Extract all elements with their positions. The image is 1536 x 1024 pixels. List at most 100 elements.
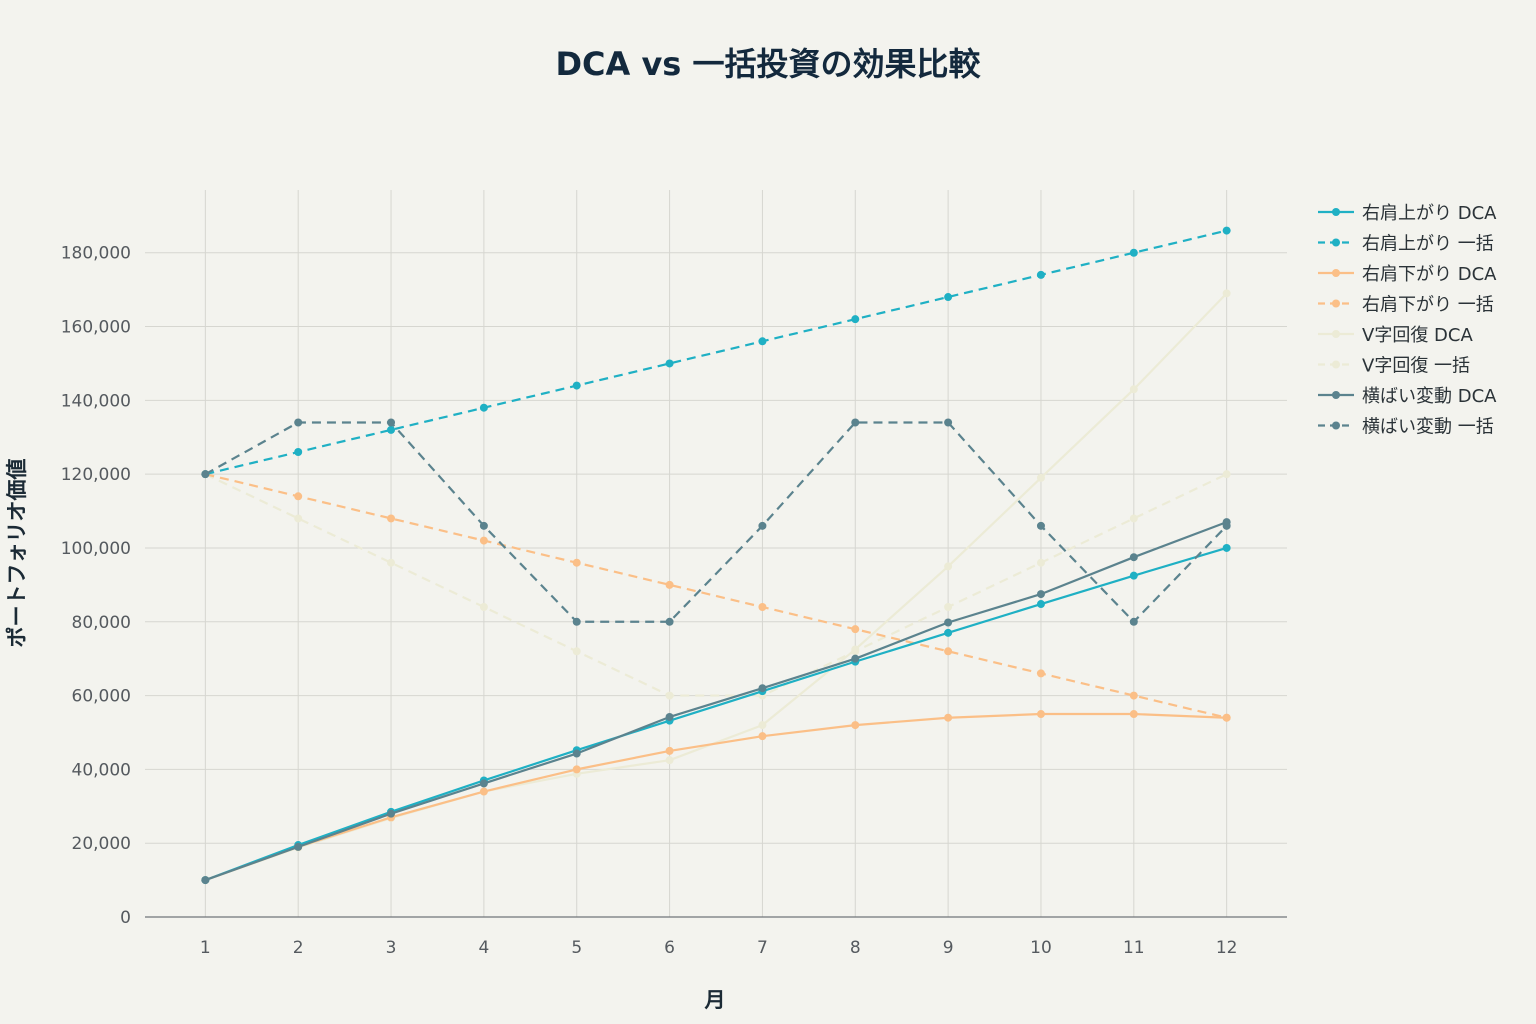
data-point [944, 628, 953, 637]
y-tick-label: 0 [120, 908, 131, 928]
data-point [851, 654, 860, 663]
data-point [1036, 270, 1045, 279]
data-point [944, 618, 953, 627]
data-point [1036, 558, 1045, 567]
data-point [1129, 385, 1138, 394]
data-point [758, 603, 767, 612]
legend-label: 右肩下がり DCA [1362, 264, 1497, 285]
data-point [758, 684, 767, 693]
data-point [1129, 691, 1138, 700]
data-point [1129, 248, 1138, 257]
y-tick-label: 120,000 [61, 465, 131, 485]
legend-label: 右肩上がり 一括 [1362, 234, 1494, 255]
data-point [479, 521, 488, 530]
data-point [572, 647, 581, 656]
y-tick-label: 80,000 [72, 613, 131, 633]
data-point [665, 359, 674, 368]
data-point [665, 756, 674, 765]
data-point [479, 403, 488, 412]
x-tick-label: 2 [293, 938, 304, 958]
legend-label: 右肩下がり 一括 [1362, 295, 1494, 316]
data-point [479, 779, 488, 788]
data-point [1129, 617, 1138, 626]
data-point [665, 580, 674, 589]
legend-swatch-marker [1332, 269, 1340, 277]
data-point [665, 691, 674, 700]
data-point [387, 425, 396, 434]
x-tick-label: 11 [1123, 938, 1145, 958]
data-point [479, 787, 488, 796]
x-tick-label: 12 [1216, 938, 1238, 958]
data-point [387, 558, 396, 567]
series-7 [201, 418, 1231, 626]
data-point [294, 492, 303, 501]
legend-label: V字回復 DCA [1362, 325, 1473, 346]
data-point [944, 603, 953, 612]
data-point [1036, 600, 1045, 609]
data-point [572, 558, 581, 567]
data-point [387, 514, 396, 523]
data-point [851, 721, 860, 730]
legend-swatch-marker [1332, 299, 1340, 308]
legend-label: 右肩上がり DCA [1362, 203, 1497, 224]
data-point [294, 514, 303, 523]
data-point [758, 521, 767, 530]
chart-title: DCA vs 一括投資の効果比較 [555, 45, 981, 83]
x-axis-title: 月 [704, 988, 726, 1012]
data-point [665, 746, 674, 755]
legend-item: 右肩下がり DCA [1318, 264, 1497, 285]
data-point [201, 876, 210, 885]
data-point [1222, 289, 1231, 298]
legend-swatch-marker [1332, 208, 1340, 216]
y-tick-label: 160,000 [61, 318, 131, 338]
data-point [387, 809, 396, 818]
data-point [1129, 514, 1138, 523]
legend-item: 右肩上がり 一括 [1318, 234, 1494, 255]
series-line [204, 292, 1228, 882]
data-point [294, 448, 303, 457]
data-point [851, 647, 860, 656]
series-4 [201, 289, 1231, 885]
data-point [1036, 473, 1045, 482]
series-line [204, 546, 1227, 882]
data-point [944, 713, 953, 722]
data-point [572, 749, 581, 758]
x-tick-label: 10 [1030, 938, 1052, 958]
y-tick-label: 60,000 [72, 687, 131, 707]
data-point [758, 732, 767, 741]
data-point [294, 418, 303, 427]
legend-item: 横ばい変動 DCA [1318, 386, 1497, 407]
data-point [479, 536, 488, 545]
data-point [1036, 710, 1045, 719]
grid-layer [145, 190, 1287, 917]
data-point [944, 418, 953, 427]
series-line [204, 712, 1227, 882]
series-line [205, 229, 1227, 476]
data-point [572, 381, 581, 390]
x-tick-label: 1 [200, 938, 211, 958]
legend-item: 横ばい変動 一括 [1318, 417, 1494, 438]
data-point [758, 337, 767, 346]
x-tick-label: 5 [571, 938, 582, 958]
legend-label: V字回復 一括 [1362, 356, 1470, 377]
axis-layer: 1 2 3 4 5 6 7 8 9 10 11 12020,00040,00060,00080,000… [61, 244, 1287, 958]
y-axis-title: ポートフォリオ価値 [5, 459, 29, 648]
y-tick-label: 20,000 [72, 834, 131, 854]
series-3 [201, 470, 1231, 722]
data-point [944, 293, 953, 302]
data-point [665, 617, 674, 626]
data-point [1129, 710, 1138, 719]
x-tick-label: 6 [664, 938, 675, 958]
x-tick-label: 9 [943, 938, 954, 958]
legend-label: 横ばい変動 DCA [1362, 386, 1497, 407]
data-point [572, 765, 581, 774]
data-point [572, 617, 581, 626]
legend-item: 右肩上がり DCA [1318, 203, 1497, 224]
series-line [204, 521, 1228, 882]
data-point [1129, 553, 1138, 562]
x-tick-label: 4 [478, 938, 489, 958]
x-tick-label: 7 [757, 938, 768, 958]
